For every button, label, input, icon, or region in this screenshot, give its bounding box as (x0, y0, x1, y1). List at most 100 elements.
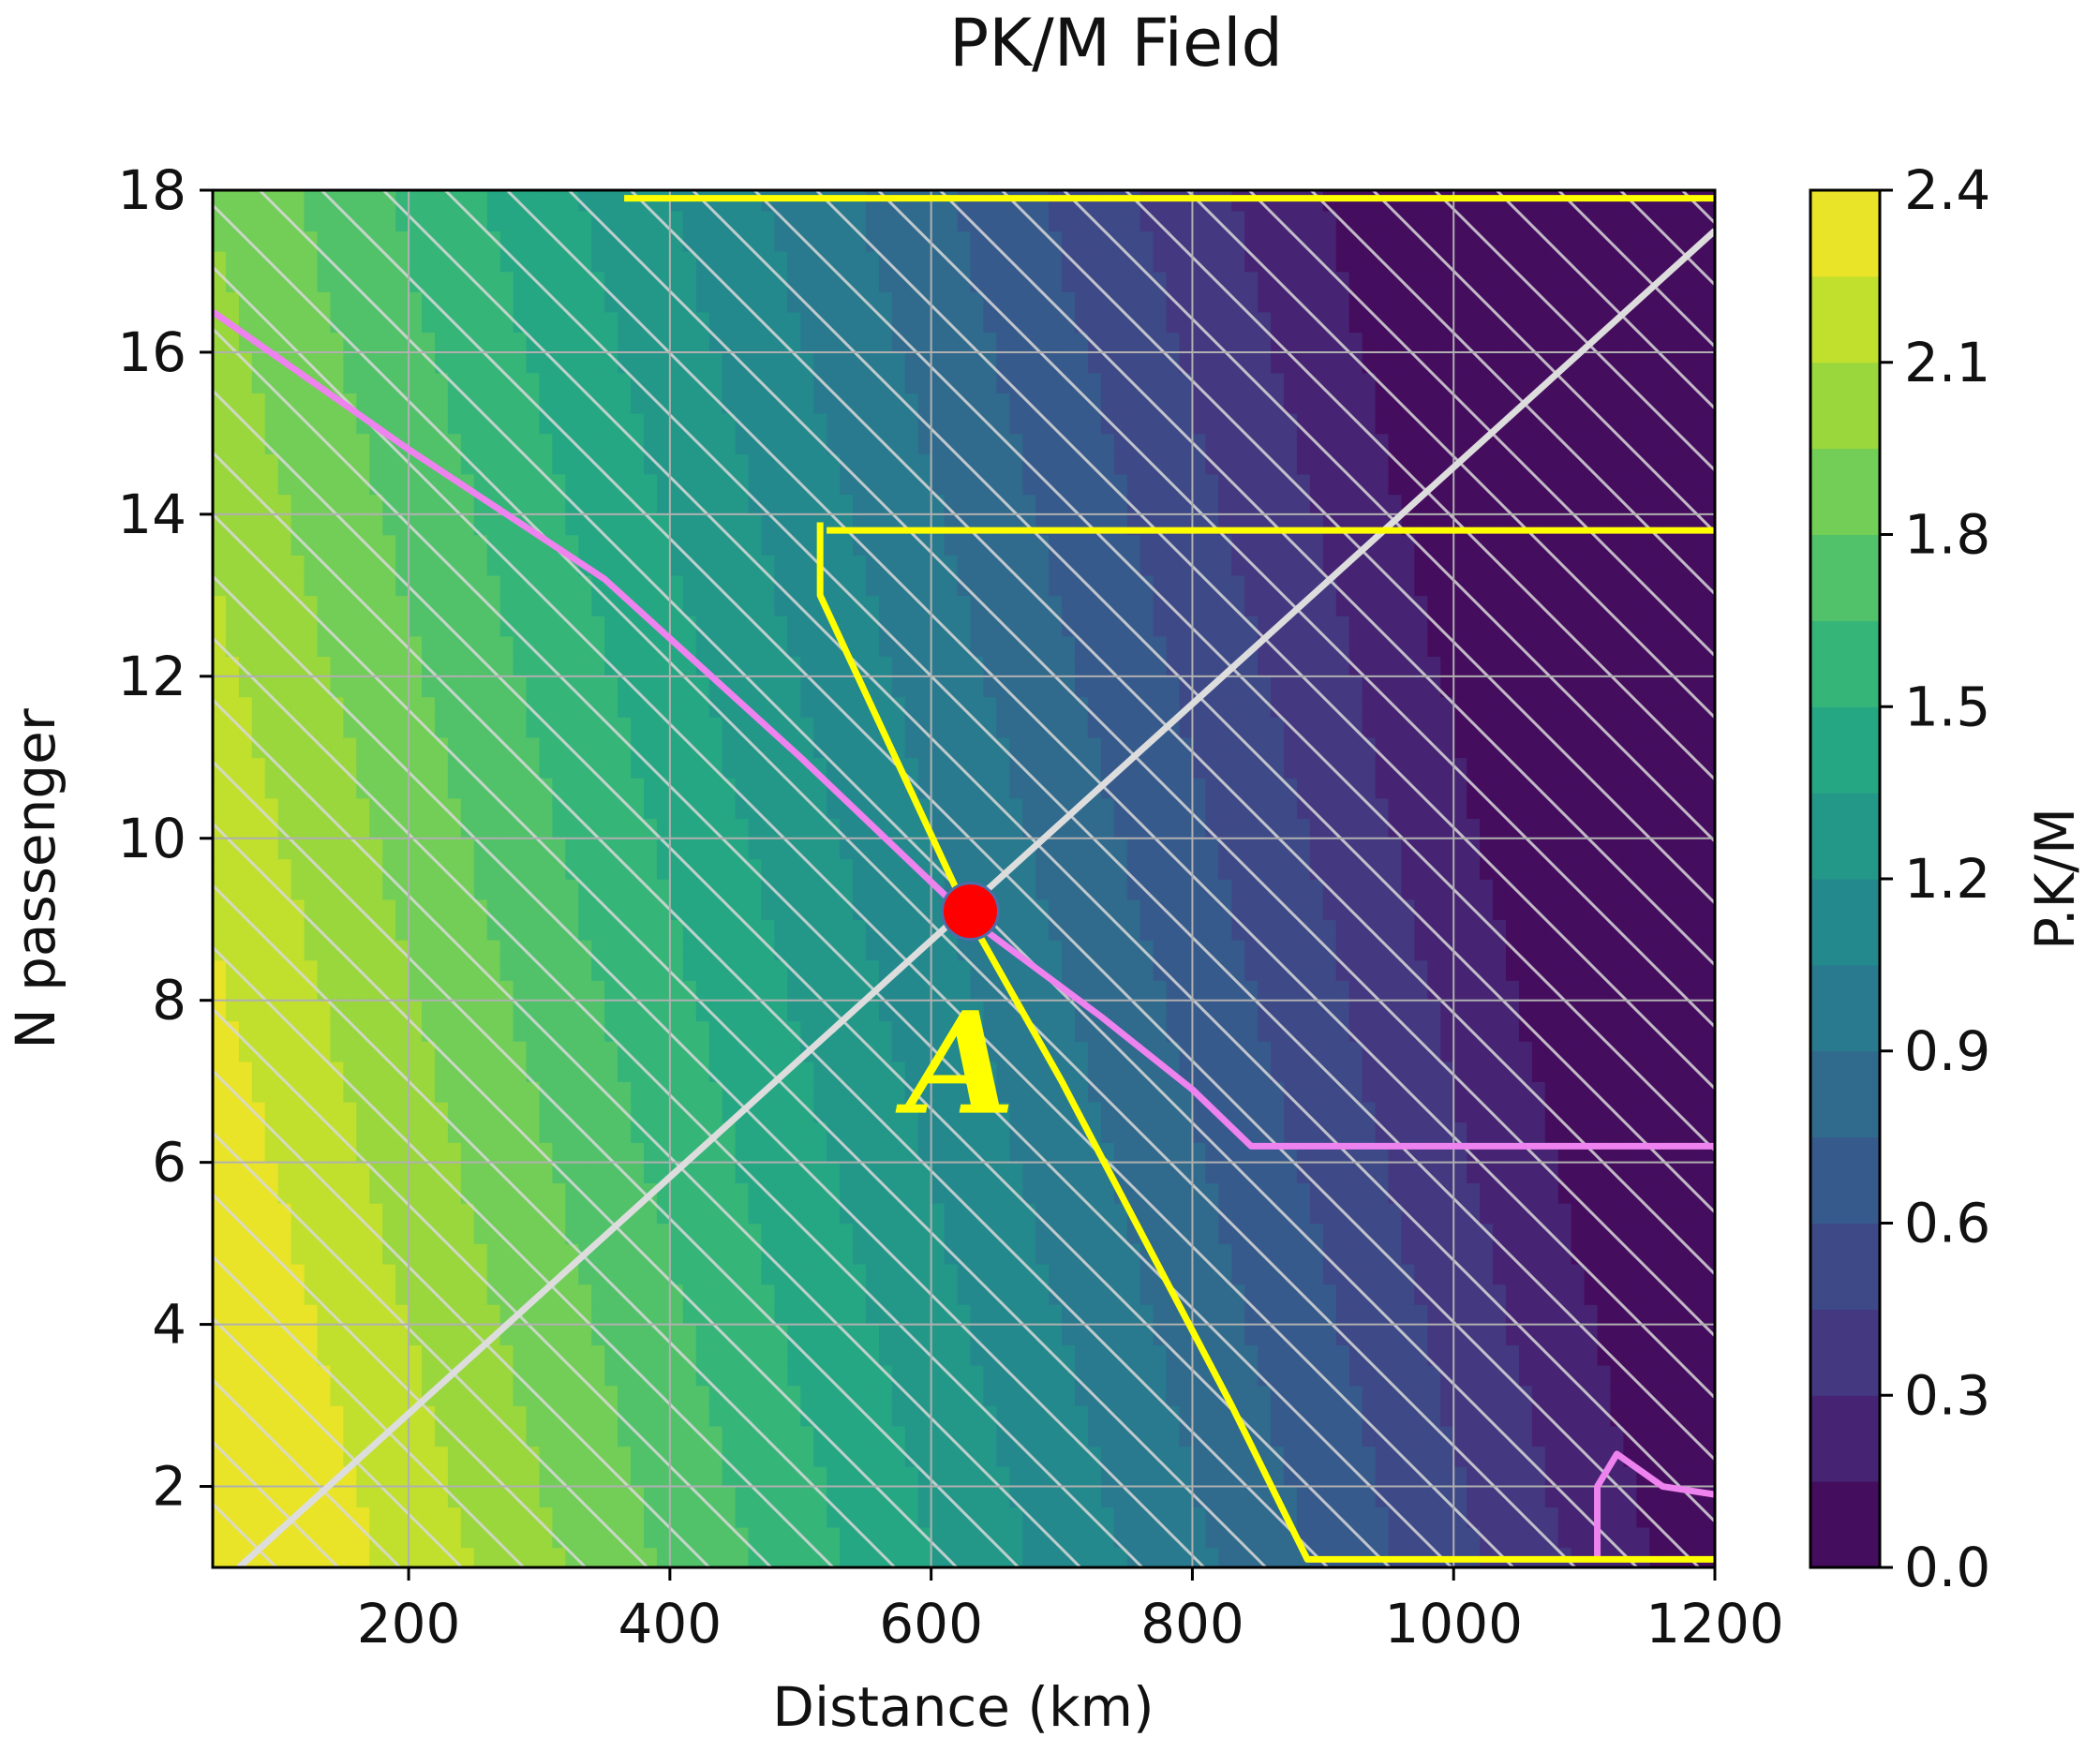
heatmap-cell (264, 1385, 279, 1406)
heatmap-cell (264, 595, 279, 616)
heatmap-cell (382, 1507, 396, 1528)
heatmap-cell (722, 494, 737, 515)
heatmap-cell (735, 210, 750, 232)
heatmap-cell (460, 351, 475, 374)
heatmap-cell (422, 332, 436, 353)
heatmap-cell (682, 311, 697, 334)
heatmap-cell (996, 656, 1011, 677)
heatmap-cell (330, 1507, 345, 1528)
heatmap-cell (213, 797, 227, 819)
heatmap-cell (800, 1000, 814, 1022)
heatmap-cell (343, 595, 358, 616)
heatmap-cell (1049, 372, 1063, 393)
heatmap-cell (409, 1040, 423, 1062)
heatmap-cell (904, 1507, 919, 1528)
heatmap-cell (213, 1202, 227, 1225)
heatmap-cell (682, 595, 697, 616)
heatmap-cell (213, 393, 227, 414)
heatmap-cell (1022, 1243, 1036, 1265)
heatmap-cell (513, 1324, 528, 1346)
heatmap-cell (695, 1263, 710, 1285)
heatmap-cell (853, 250, 867, 273)
heatmap-cell (526, 1223, 541, 1244)
heatmap-cell (748, 1182, 763, 1204)
heatmap-cell (422, 1202, 436, 1225)
heatmap-cell (460, 615, 475, 637)
heatmap-cell (853, 635, 867, 658)
heatmap-cell (840, 453, 854, 475)
heatmap-cell (840, 1526, 854, 1549)
heatmap-cell (539, 1101, 554, 1123)
heatmap-cell (513, 1284, 528, 1305)
heatmap-cell (656, 1243, 671, 1265)
heatmap-cell (917, 676, 932, 698)
heatmap-cell (656, 311, 671, 334)
heatmap-cell (682, 271, 697, 292)
heatmap-cell (904, 412, 919, 435)
heatmap-cell (761, 777, 776, 799)
heatmap-cell (748, 494, 763, 515)
heatmap-cell (552, 473, 567, 496)
heatmap-cell (643, 1142, 658, 1164)
heatmap-cell (853, 879, 867, 900)
heatmap-cell (1049, 311, 1063, 334)
heatmap-cell (238, 1142, 253, 1164)
heatmap-cell (631, 696, 645, 718)
heatmap-cell (669, 1303, 684, 1326)
heatmap-cell (827, 210, 841, 232)
heatmap-cell (264, 939, 279, 961)
heatmap-cell (761, 615, 776, 637)
heatmap-cell (813, 230, 827, 252)
heatmap-cell (970, 1303, 985, 1326)
heatmap-cell (761, 473, 776, 496)
heatmap-cell (513, 574, 528, 597)
heatmap-cell (552, 433, 567, 454)
heatmap-cell (369, 1465, 384, 1488)
heatmap-cell (238, 1121, 253, 1143)
heatmap-cell (317, 1202, 332, 1225)
heatmap-cell (1153, 1303, 1168, 1326)
heatmap-cell (787, 879, 802, 900)
heatmap-cell (499, 412, 514, 435)
heatmap-cell (552, 1385, 567, 1406)
heatmap-cell (1035, 453, 1050, 475)
heatmap-cell (225, 1162, 240, 1184)
heatmap-cell (447, 1324, 462, 1346)
heatmap-cell (618, 1303, 632, 1326)
heatmap-cell (931, 534, 946, 556)
heatmap-cell (409, 1182, 423, 1204)
heatmap-cell (970, 1486, 985, 1507)
heatmap-cell (317, 393, 332, 414)
heatmap-cell (853, 696, 867, 718)
heatmap-cell (565, 1526, 580, 1549)
heatmap-cell (722, 1284, 737, 1305)
heatmap-cell (422, 271, 436, 292)
heatmap-cell (460, 1284, 475, 1305)
heatmap-cell (957, 676, 972, 698)
heatmap-cell (304, 879, 319, 900)
heatmap-cell (382, 1081, 396, 1103)
heatmap-cell (460, 1040, 475, 1062)
heatmap-cell (356, 1344, 371, 1366)
heatmap-cell (708, 1405, 723, 1427)
heatmap-cell (656, 757, 671, 779)
heatmap-cell (761, 595, 776, 616)
heatmap-cell (526, 433, 541, 454)
heatmap-cell (840, 879, 854, 900)
heatmap-cell (382, 595, 396, 616)
heatmap-cell (1035, 1364, 1050, 1387)
heatmap-cell (827, 1040, 841, 1062)
heatmap-cell (1062, 1324, 1076, 1346)
heatmap-cell (447, 717, 462, 738)
heatmap-cell (395, 736, 410, 759)
heatmap-cell (1113, 412, 1128, 435)
heatmap-cell (800, 879, 814, 900)
heatmap-cell (631, 818, 645, 839)
heatmap-cell (225, 676, 240, 698)
heatmap-cell (774, 250, 789, 273)
heatmap-cell (1087, 433, 1102, 454)
heatmap-cell (1166, 1182, 1181, 1204)
heatmap-cell (513, 980, 528, 1002)
heatmap-cell (277, 1162, 292, 1184)
heatmap-cell (1126, 1284, 1141, 1305)
